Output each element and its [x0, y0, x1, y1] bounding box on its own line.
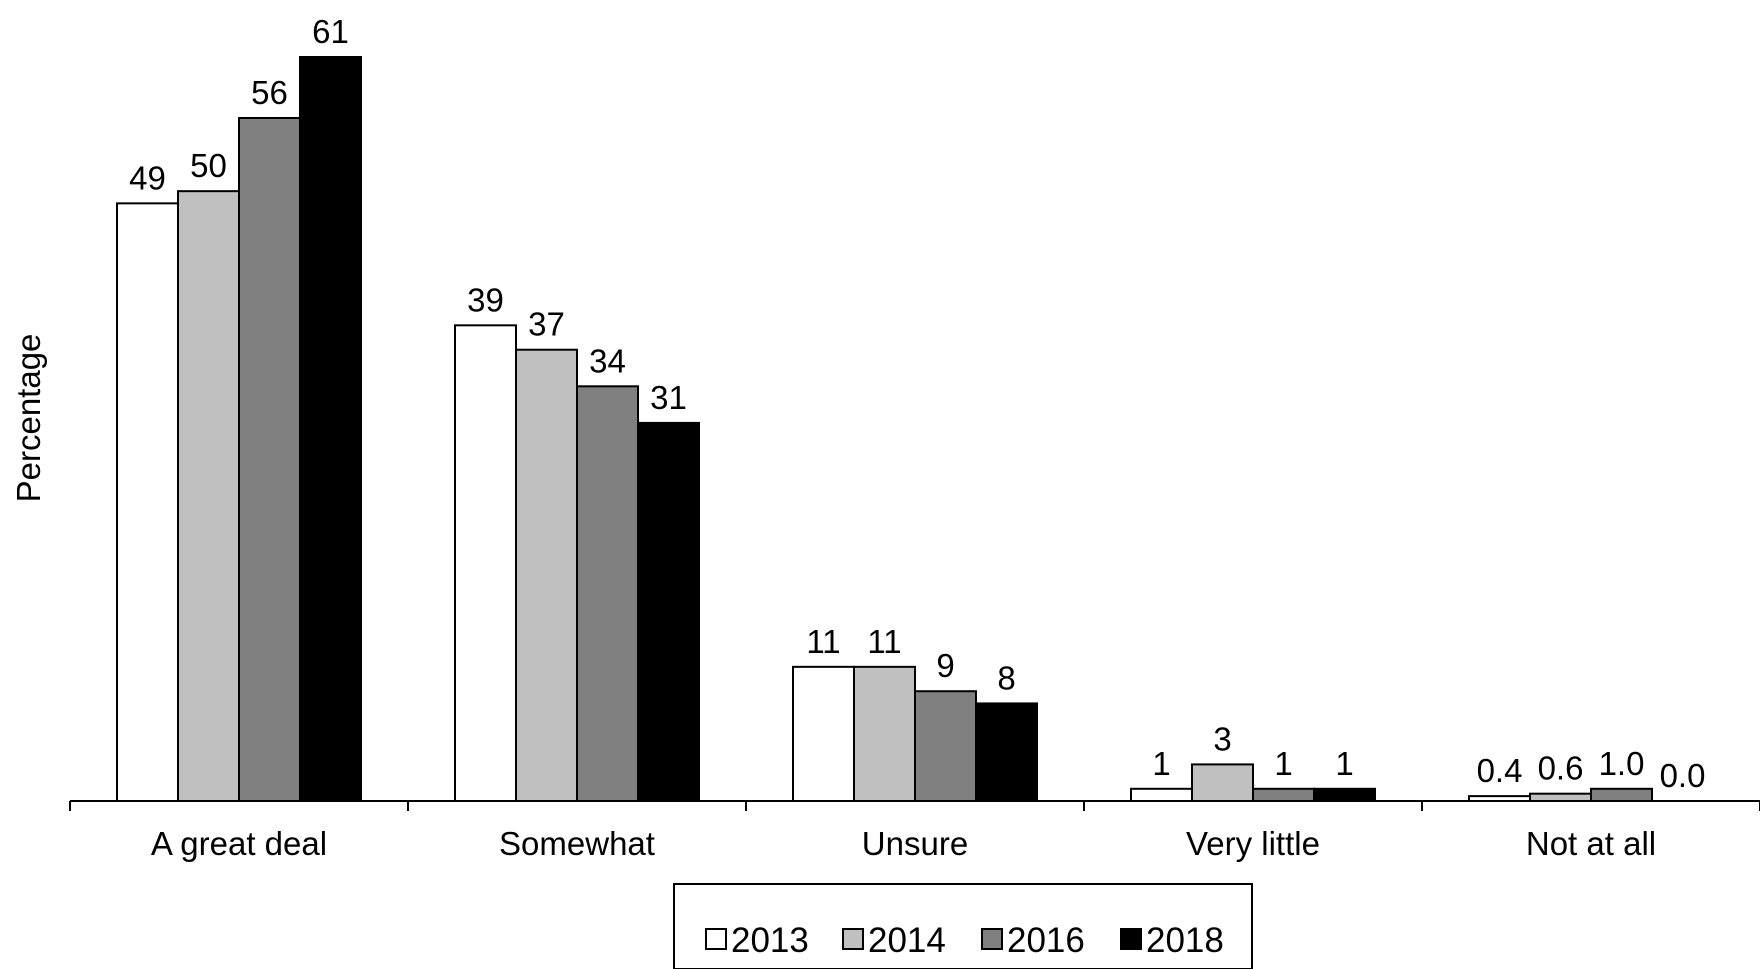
bar-2013-2 [792, 665, 855, 802]
data-label-2016-1: 34 [589, 342, 626, 379]
x-tick-label-2: Unsure [862, 825, 968, 862]
x-tick-label-1: Somewhat [499, 825, 655, 862]
data-label-2018-2: 8 [997, 659, 1015, 696]
data-label-2018-3: 1 [1335, 745, 1353, 782]
data-label-2013-2: 11 [806, 623, 840, 660]
x-tick-label-3: Very little [1186, 825, 1320, 862]
data-label-2016-3: 1 [1274, 745, 1292, 782]
data-label-2014-2: 11 [867, 623, 901, 660]
y-axis-title: Percentage [10, 334, 47, 503]
data-label-2016-4: 1.0 [1599, 745, 1645, 782]
data-label-2018-0: 61 [312, 13, 349, 50]
data-label-2016-2: 9 [936, 647, 954, 684]
legend-label-2016: 2016 [1007, 921, 1085, 960]
data-label-2013-0: 49 [129, 159, 166, 196]
bar-2016-1 [576, 385, 639, 802]
data-label-2014-0: 50 [190, 147, 227, 184]
bar-2014-0 [177, 190, 240, 802]
bar-2018-0 [299, 56, 362, 802]
data-label-2013-4: 0.4 [1477, 752, 1523, 789]
x-tick-label-0: A great deal [151, 825, 327, 862]
data-label-2014-4: 0.6 [1538, 750, 1584, 787]
legend-label-2013: 2013 [731, 921, 809, 960]
data-label-2014-3: 3 [1213, 720, 1231, 757]
legend-swatch-2016 [981, 928, 1003, 950]
bar-2016-2 [914, 690, 977, 802]
bar-2013-3 [1130, 787, 1193, 803]
data-label-2013-1: 39 [467, 281, 504, 318]
bar-2014-1 [515, 348, 578, 802]
data-label-2013-3: 1 [1152, 745, 1170, 782]
bar-2016-0 [238, 116, 301, 803]
legend-box [673, 883, 1253, 969]
bar-2016-4 [1590, 787, 1653, 803]
x-tick-label-4: Not at all [1526, 825, 1656, 862]
data-label-2018-1: 31 [650, 379, 687, 416]
bar-2014-3 [1191, 763, 1254, 803]
legend: 2013 2014 2016 2018 [673, 883, 1253, 969]
bars-layer [116, 56, 1653, 803]
bar-2013-0 [116, 202, 179, 802]
legend-label-2018: 2018 [1146, 921, 1224, 960]
legend-label-2014: 2014 [868, 921, 946, 960]
bar-2016-3 [1252, 787, 1315, 803]
data-label-2016-0: 56 [251, 74, 288, 111]
data-label-2014-1: 37 [528, 306, 565, 343]
legend-swatch-2018 [1120, 928, 1142, 950]
data-label-2018-4: 0.0 [1660, 757, 1706, 794]
bar-2018-1 [637, 421, 700, 802]
legend-swatch-2014 [842, 928, 864, 950]
x-axis: A great deal Somewhat Unsure Very little Not… [69, 800, 1760, 862]
bar-2018-3 [1313, 787, 1376, 803]
bar-2014-4 [1529, 792, 1592, 802]
bar-2018-2 [975, 702, 1038, 802]
legend-swatch-2013 [705, 928, 727, 950]
bar-2013-1 [454, 324, 517, 802]
bar-2014-2 [853, 665, 916, 802]
